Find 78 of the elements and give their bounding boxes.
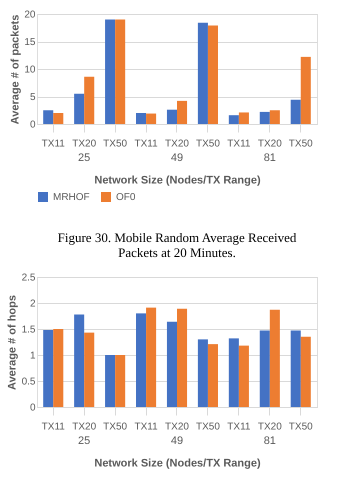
- x-axis-title: Network Size (Nodes/TX Range): [94, 174, 261, 186]
- y-tick-label: 15: [24, 37, 36, 48]
- bar: [43, 110, 54, 124]
- x-tick-label: TX11: [42, 422, 66, 432]
- y-tick-label: 0.5: [22, 376, 36, 388]
- bar: [208, 344, 218, 407]
- legend-label: MRHOF: [53, 192, 90, 203]
- bar: [208, 26, 218, 124]
- x-tick-label: TX50: [288, 138, 314, 150]
- x-tick-label: TX50: [196, 138, 220, 150]
- x-tick-label: TX11: [227, 422, 251, 432]
- y-tick-label: 1.5: [22, 324, 36, 336]
- x-tick-label: TX20: [72, 138, 97, 150]
- x-axis-title: Network Size (Nodes/TX Range): [94, 458, 261, 470]
- y-tick-label: 10: [24, 64, 36, 76]
- bar: [177, 308, 188, 407]
- bar: [290, 100, 301, 124]
- text: Figure 30. Mobile Random Average Received Packets at 20 Minutes.: [58, 230, 297, 260]
- bar: [53, 113, 64, 124]
- bar: [228, 115, 239, 124]
- x-tick-label: TX11: [134, 422, 158, 432]
- bar: [238, 346, 249, 407]
- bar: [115, 20, 126, 124]
- legend-label: OF0: [116, 192, 136, 203]
- x-tick-label: TX50: [196, 422, 220, 432]
- bar: [290, 330, 301, 407]
- x-tick-label: TX50: [103, 138, 128, 150]
- x-tick-label: TX50: [288, 422, 314, 432]
- bar: [74, 94, 84, 124]
- text: 25: [78, 152, 90, 164]
- bar: [53, 329, 64, 407]
- y-tick-label: 20: [24, 10, 36, 20]
- bar: [84, 76, 94, 124]
- bar: [115, 355, 126, 407]
- y-tick-label: 1: [30, 350, 36, 362]
- bar: [166, 110, 177, 124]
- x-tick-label: TX20: [258, 422, 282, 432]
- y-axis-title: Average # of hops: [6, 295, 19, 390]
- y-tick-label: 0: [30, 402, 36, 414]
- x-tick-label: TX11: [134, 138, 158, 150]
- text: 81: [264, 435, 276, 447]
- bar: [136, 313, 146, 407]
- x-tick-label: TX11: [42, 138, 66, 150]
- bar: [146, 114, 156, 124]
- bar: [166, 322, 177, 407]
- bar: [270, 110, 280, 124]
- y-tick-label: 2.5: [22, 272, 36, 284]
- bar: [260, 330, 270, 407]
- bar: [105, 355, 116, 407]
- y-tick-label: 0: [30, 120, 36, 130]
- text: 25: [78, 435, 90, 447]
- bar: [105, 20, 116, 124]
- x-tick-label: TX20: [258, 138, 282, 150]
- y-axis-title: Average # of packets: [9, 14, 22, 124]
- bar: [146, 308, 156, 407]
- text: 49: [170, 435, 184, 447]
- bar: [136, 113, 146, 124]
- x-tick-label: TX50: [103, 422, 128, 432]
- bar: [300, 56, 311, 124]
- bar: [74, 314, 84, 407]
- text: 49: [170, 152, 184, 164]
- y-tick-label: 2: [30, 298, 36, 310]
- bar: [43, 330, 54, 407]
- x-tick-label: TX20: [72, 422, 97, 432]
- text: 81: [264, 152, 276, 164]
- bar: [177, 100, 188, 124]
- bar: [270, 310, 280, 407]
- y-tick-label: 5: [30, 92, 36, 103]
- bar: [84, 332, 94, 407]
- x-tick-label: TX20: [165, 422, 190, 432]
- x-tick-label: TX20: [165, 138, 190, 150]
- bar: [260, 112, 270, 124]
- bar: [238, 112, 249, 124]
- bar: [198, 22, 208, 124]
- bar: [198, 339, 208, 407]
- bar: [300, 336, 311, 407]
- bar: [228, 338, 239, 407]
- x-tick-label: TX11: [227, 138, 251, 150]
